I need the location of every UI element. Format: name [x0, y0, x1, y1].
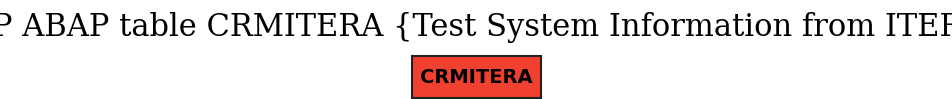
Text: CRMITERA: CRMITERA: [420, 68, 532, 87]
Text: SAP ABAP table CRMITERA {Test System Information from ITERA}: SAP ABAP table CRMITERA {Test System Inf…: [0, 12, 952, 43]
FancyBboxPatch shape: [411, 56, 541, 98]
